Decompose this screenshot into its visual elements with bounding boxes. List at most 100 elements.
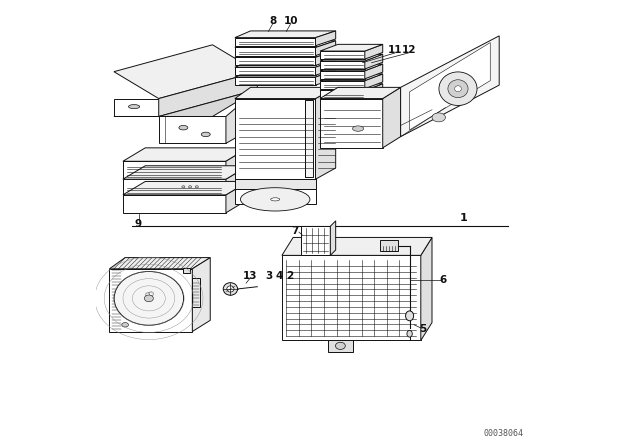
- Polygon shape: [320, 87, 401, 99]
- Ellipse shape: [223, 283, 237, 295]
- Polygon shape: [301, 226, 330, 255]
- Polygon shape: [109, 258, 210, 269]
- Polygon shape: [235, 179, 316, 189]
- Ellipse shape: [448, 80, 468, 98]
- Bar: [141, 186, 177, 191]
- Polygon shape: [320, 90, 365, 99]
- Polygon shape: [320, 81, 365, 89]
- Ellipse shape: [406, 311, 413, 321]
- Polygon shape: [316, 41, 336, 56]
- Polygon shape: [320, 54, 383, 61]
- Polygon shape: [226, 90, 257, 143]
- Ellipse shape: [129, 105, 140, 109]
- Ellipse shape: [241, 188, 310, 211]
- Ellipse shape: [271, 198, 280, 201]
- Polygon shape: [123, 179, 226, 195]
- Polygon shape: [235, 57, 316, 65]
- Polygon shape: [316, 60, 336, 75]
- Polygon shape: [320, 74, 383, 81]
- Polygon shape: [123, 148, 248, 161]
- Text: 5: 5: [419, 324, 427, 334]
- Polygon shape: [159, 72, 257, 116]
- Ellipse shape: [353, 126, 364, 131]
- Text: 7: 7: [291, 226, 299, 236]
- Text: 1: 1: [460, 213, 467, 223]
- Polygon shape: [365, 44, 383, 59]
- Polygon shape: [320, 51, 365, 59]
- Ellipse shape: [454, 86, 461, 91]
- Text: 11: 11: [388, 45, 403, 55]
- Text: 8: 8: [269, 16, 276, 26]
- Ellipse shape: [122, 323, 129, 327]
- Bar: [192, 278, 200, 307]
- Polygon shape: [365, 74, 383, 89]
- Polygon shape: [235, 60, 336, 67]
- Polygon shape: [235, 38, 316, 46]
- Polygon shape: [320, 44, 383, 51]
- Polygon shape: [226, 166, 248, 195]
- Polygon shape: [316, 70, 336, 85]
- Polygon shape: [235, 47, 316, 56]
- Text: 2: 2: [286, 271, 293, 280]
- Polygon shape: [123, 166, 248, 179]
- Polygon shape: [365, 84, 383, 99]
- Polygon shape: [235, 87, 336, 99]
- Text: 12: 12: [401, 45, 416, 55]
- Text: 3: 3: [265, 271, 272, 280]
- Polygon shape: [235, 31, 336, 38]
- Polygon shape: [365, 54, 383, 69]
- Polygon shape: [114, 45, 257, 99]
- Polygon shape: [226, 148, 248, 179]
- Polygon shape: [282, 237, 432, 255]
- Polygon shape: [320, 61, 365, 69]
- Bar: [305, 100, 313, 177]
- Ellipse shape: [145, 295, 154, 302]
- Polygon shape: [320, 71, 365, 79]
- Polygon shape: [235, 41, 336, 47]
- Polygon shape: [114, 99, 159, 116]
- Ellipse shape: [439, 72, 477, 105]
- Polygon shape: [316, 51, 336, 65]
- Polygon shape: [226, 181, 248, 213]
- Polygon shape: [114, 90, 257, 116]
- Text: 4: 4: [275, 271, 282, 280]
- Polygon shape: [235, 189, 316, 204]
- Polygon shape: [235, 51, 336, 57]
- Polygon shape: [316, 31, 336, 46]
- Ellipse shape: [179, 125, 188, 130]
- Text: 6: 6: [440, 275, 447, 285]
- Polygon shape: [330, 221, 336, 255]
- Polygon shape: [401, 36, 499, 137]
- Polygon shape: [282, 255, 421, 340]
- Text: 00038064: 00038064: [484, 429, 524, 438]
- Polygon shape: [109, 269, 192, 332]
- Text: CD: CD: [145, 290, 156, 298]
- Bar: [184, 268, 190, 273]
- Bar: [328, 340, 353, 352]
- Polygon shape: [383, 87, 401, 148]
- Text: 10: 10: [284, 16, 298, 26]
- Polygon shape: [320, 84, 383, 90]
- Ellipse shape: [407, 331, 412, 337]
- Ellipse shape: [335, 342, 346, 349]
- Ellipse shape: [195, 186, 198, 188]
- Polygon shape: [235, 77, 316, 85]
- Polygon shape: [316, 87, 336, 179]
- Polygon shape: [123, 195, 226, 213]
- Ellipse shape: [227, 286, 234, 292]
- Ellipse shape: [201, 132, 210, 137]
- Polygon shape: [320, 99, 383, 148]
- Polygon shape: [410, 43, 490, 130]
- Polygon shape: [159, 116, 226, 143]
- Ellipse shape: [114, 271, 184, 325]
- Polygon shape: [192, 258, 210, 332]
- Ellipse shape: [189, 186, 191, 188]
- Text: 9: 9: [135, 219, 142, 229]
- Polygon shape: [235, 70, 336, 77]
- Polygon shape: [235, 99, 316, 179]
- Polygon shape: [320, 64, 383, 71]
- Polygon shape: [123, 181, 248, 195]
- Polygon shape: [123, 161, 226, 179]
- Ellipse shape: [432, 113, 445, 122]
- Polygon shape: [365, 64, 383, 79]
